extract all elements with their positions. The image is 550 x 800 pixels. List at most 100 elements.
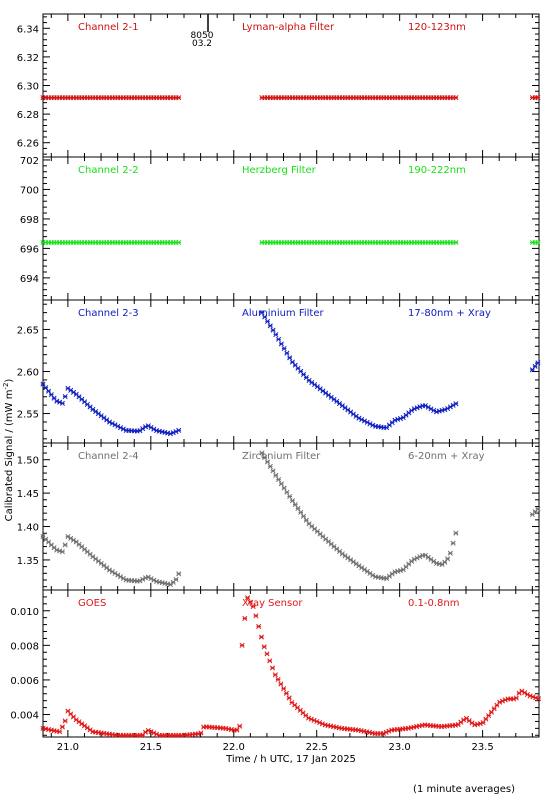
data-point	[79, 721, 85, 727]
data-point	[59, 549, 65, 555]
data-point	[286, 695, 292, 701]
data-point	[278, 481, 284, 487]
data-point	[237, 723, 243, 729]
data-point	[535, 95, 541, 101]
y-tick-label: 698	[20, 215, 39, 226]
data-point	[48, 392, 54, 398]
y-tick-label: 700	[20, 185, 39, 196]
data-point	[270, 327, 276, 333]
panel-3-header-left: Channel 2-3	[78, 308, 139, 319]
data-point	[239, 642, 245, 648]
y-tick-label: 2.65	[17, 325, 39, 336]
panel-4-header-right: 6-20nm + Xray	[408, 451, 485, 462]
data-point	[234, 727, 240, 733]
y-axis-label: Calibrated Signal / (mW m-2)	[2, 379, 15, 522]
data-point	[62, 542, 68, 548]
data-point	[287, 493, 293, 500]
panel-2-header-right: 190-222nm	[408, 165, 466, 176]
y-tick-label: 6.32	[17, 53, 39, 64]
data-point	[409, 558, 415, 564]
data-point	[281, 686, 287, 692]
data-point	[295, 505, 301, 512]
x-tick-label: 21.0	[57, 742, 79, 753]
data-point	[59, 400, 65, 406]
data-point	[256, 623, 262, 629]
data-point	[267, 463, 273, 469]
panel-5-header-left: GOES	[78, 598, 106, 609]
y-axis-label-sup: -2	[2, 383, 10, 390]
panel-3-header-right: 17-80nm + Xray	[408, 308, 491, 319]
y-tick-label: 0.008	[10, 641, 39, 652]
data-point	[253, 613, 259, 619]
event-marker-label-2: 03.2	[192, 39, 212, 49]
data-point	[278, 341, 284, 347]
data-point	[292, 502, 298, 508]
y-tick-label: 6.28	[17, 110, 39, 121]
data-point	[73, 717, 79, 723]
panel-2-frame	[42, 156, 540, 301]
panel-2-header-left: Channel 2-2	[78, 165, 139, 176]
footer-note: (1 minute averages)	[413, 784, 515, 795]
data-point	[276, 336, 282, 342]
data-point	[250, 603, 256, 610]
data-point	[259, 310, 265, 316]
data-point	[300, 513, 307, 519]
data-point	[535, 239, 541, 246]
data-point	[45, 388, 52, 394]
panel-1: 6.26 6.28 6.30 6.32 6.34 Channel 2-1 Lyman-alp…	[17, 13, 541, 158]
data-point	[82, 723, 88, 729]
data-point	[453, 401, 459, 407]
data-point	[275, 676, 281, 683]
data-point	[287, 355, 293, 361]
y-tick-label: 2.60	[17, 368, 39, 379]
y-tick-label: 696	[20, 244, 39, 255]
panel-1-header-center: Lyman-alpha Filter	[242, 22, 335, 33]
data-point	[270, 468, 276, 474]
data-point	[176, 95, 182, 101]
data-point	[447, 550, 453, 556]
y-tick-label: 0.006	[10, 676, 39, 687]
data-point	[303, 517, 309, 523]
data-point	[43, 385, 49, 391]
data-point	[198, 730, 204, 736]
panel-1-frame	[42, 13, 540, 158]
data-point	[242, 615, 248, 621]
data-point	[298, 509, 304, 515]
data-point	[276, 476, 282, 483]
x-axis-label: Time / h UTC, 17 Jan 2025	[225, 754, 356, 765]
data-point	[535, 696, 542, 702]
panel-2-header-center: Herzberg Filter	[242, 165, 317, 176]
x-tick-label: 21.5	[140, 742, 162, 753]
y-tick-label: 702	[20, 156, 39, 167]
panel-5-header-right: 0.1-0.8nm	[408, 598, 460, 609]
data-point	[264, 651, 270, 657]
data-point	[450, 540, 456, 546]
y-tick-label: 0.010	[10, 607, 39, 618]
data-point	[264, 459, 271, 465]
data-point	[245, 595, 251, 601]
data-point	[247, 599, 253, 605]
data-point	[278, 681, 284, 687]
data-point	[273, 332, 279, 338]
data-point	[176, 571, 182, 577]
y-tick-label: 6.34	[17, 24, 39, 35]
panel-3-frame	[42, 299, 540, 444]
data-point	[283, 690, 289, 696]
x-tick-label: 22.0	[223, 742, 245, 753]
data-point	[453, 239, 459, 246]
data-point	[259, 450, 265, 456]
panel-3-header-center: Aluminium Filter	[242, 308, 325, 319]
data-point	[281, 345, 287, 352]
data-point	[284, 489, 290, 495]
data-point	[281, 485, 287, 491]
data-point	[84, 725, 90, 731]
y-tick-label: 6.30	[17, 82, 39, 93]
data-point	[289, 498, 295, 504]
data-point	[62, 718, 68, 724]
panel-5-header-center: Xray Sensor	[242, 598, 303, 609]
panel-4-header-left: Channel 2-4	[78, 451, 139, 462]
data-point	[445, 556, 451, 562]
data-point	[529, 367, 535, 373]
panel-1-header-left: Channel 2-1	[78, 22, 139, 33]
